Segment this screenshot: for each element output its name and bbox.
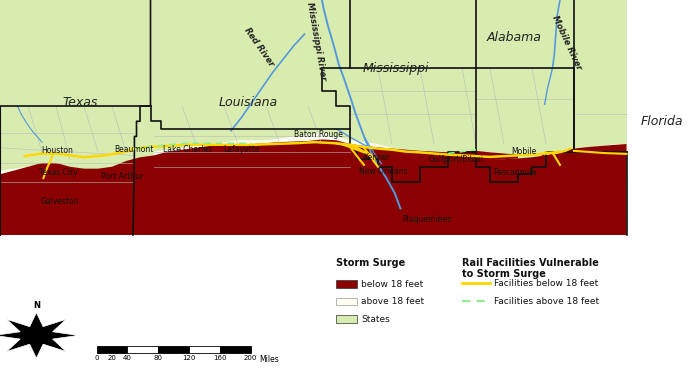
Text: 160: 160 xyxy=(213,355,227,361)
Polygon shape xyxy=(448,151,518,160)
Text: Louisiana: Louisiana xyxy=(219,96,278,109)
Text: Port Arthur: Port Arthur xyxy=(102,172,144,181)
Text: Red River: Red River xyxy=(242,26,276,69)
Polygon shape xyxy=(560,152,626,172)
Bar xyxy=(336,298,357,305)
Text: Storm Surge: Storm Surge xyxy=(336,258,405,268)
Text: 20: 20 xyxy=(108,355,116,361)
Text: Mobile: Mobile xyxy=(511,147,536,156)
Text: Mississippi River: Mississippi River xyxy=(305,1,328,81)
Bar xyxy=(336,315,357,323)
Text: Beaumont: Beaumont xyxy=(115,145,154,154)
Polygon shape xyxy=(210,141,476,159)
Text: Miles: Miles xyxy=(259,355,279,364)
Text: Lafayette: Lafayette xyxy=(223,145,260,154)
Bar xyxy=(220,346,251,353)
Text: above 18 feet: above 18 feet xyxy=(361,297,424,306)
Bar xyxy=(158,346,189,353)
Text: Gulfport/Biloxi: Gulfport/Biloxi xyxy=(429,155,484,164)
Text: 0: 0 xyxy=(94,355,99,361)
Bar xyxy=(97,346,127,353)
Text: Alabama: Alabama xyxy=(487,31,542,44)
Text: 80: 80 xyxy=(154,355,162,361)
Polygon shape xyxy=(391,197,407,229)
Text: Texas: Texas xyxy=(63,96,98,109)
Text: Baton Rouge: Baton Rouge xyxy=(294,130,343,139)
Text: below 18 feet: below 18 feet xyxy=(361,280,423,289)
Text: N: N xyxy=(33,301,40,310)
Text: Mobile River: Mobile River xyxy=(550,14,584,71)
Text: Pascagoula: Pascagoula xyxy=(493,168,536,177)
Text: Texas City: Texas City xyxy=(38,168,78,177)
Polygon shape xyxy=(0,313,78,358)
Polygon shape xyxy=(538,153,554,183)
Polygon shape xyxy=(0,139,626,235)
Text: 200: 200 xyxy=(244,355,258,361)
Text: Houston: Houston xyxy=(41,146,74,155)
Text: States: States xyxy=(361,315,390,324)
Text: 120: 120 xyxy=(182,355,196,361)
Bar xyxy=(0,0,626,235)
Text: Plaquemines: Plaquemines xyxy=(402,215,452,224)
Polygon shape xyxy=(21,186,63,193)
Text: Galveston: Galveston xyxy=(40,197,79,206)
Text: Mississippi: Mississippi xyxy=(363,62,428,75)
Text: Rail Facilities Vulnerable
to Storm Surge: Rail Facilities Vulnerable to Storm Surg… xyxy=(462,258,599,279)
Polygon shape xyxy=(154,133,626,235)
Text: Florida: Florida xyxy=(640,115,682,128)
Text: 40: 40 xyxy=(123,355,132,361)
Bar xyxy=(336,280,357,288)
Text: Facilities below 18 feet: Facilities below 18 feet xyxy=(494,279,598,288)
Text: New Orleans: New Orleans xyxy=(359,167,408,176)
Text: Facilities above 18 feet: Facilities above 18 feet xyxy=(494,297,599,306)
Text: Kenner: Kenner xyxy=(363,153,390,162)
Polygon shape xyxy=(0,171,84,185)
Bar xyxy=(127,346,158,353)
Polygon shape xyxy=(0,163,154,235)
Text: Lake Charles: Lake Charles xyxy=(163,145,212,154)
Bar xyxy=(189,346,220,353)
Polygon shape xyxy=(301,152,385,163)
